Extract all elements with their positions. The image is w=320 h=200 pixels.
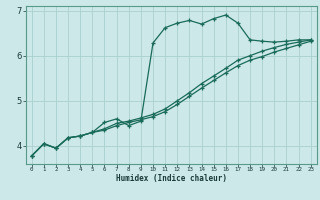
X-axis label: Humidex (Indice chaleur): Humidex (Indice chaleur) <box>116 174 227 183</box>
